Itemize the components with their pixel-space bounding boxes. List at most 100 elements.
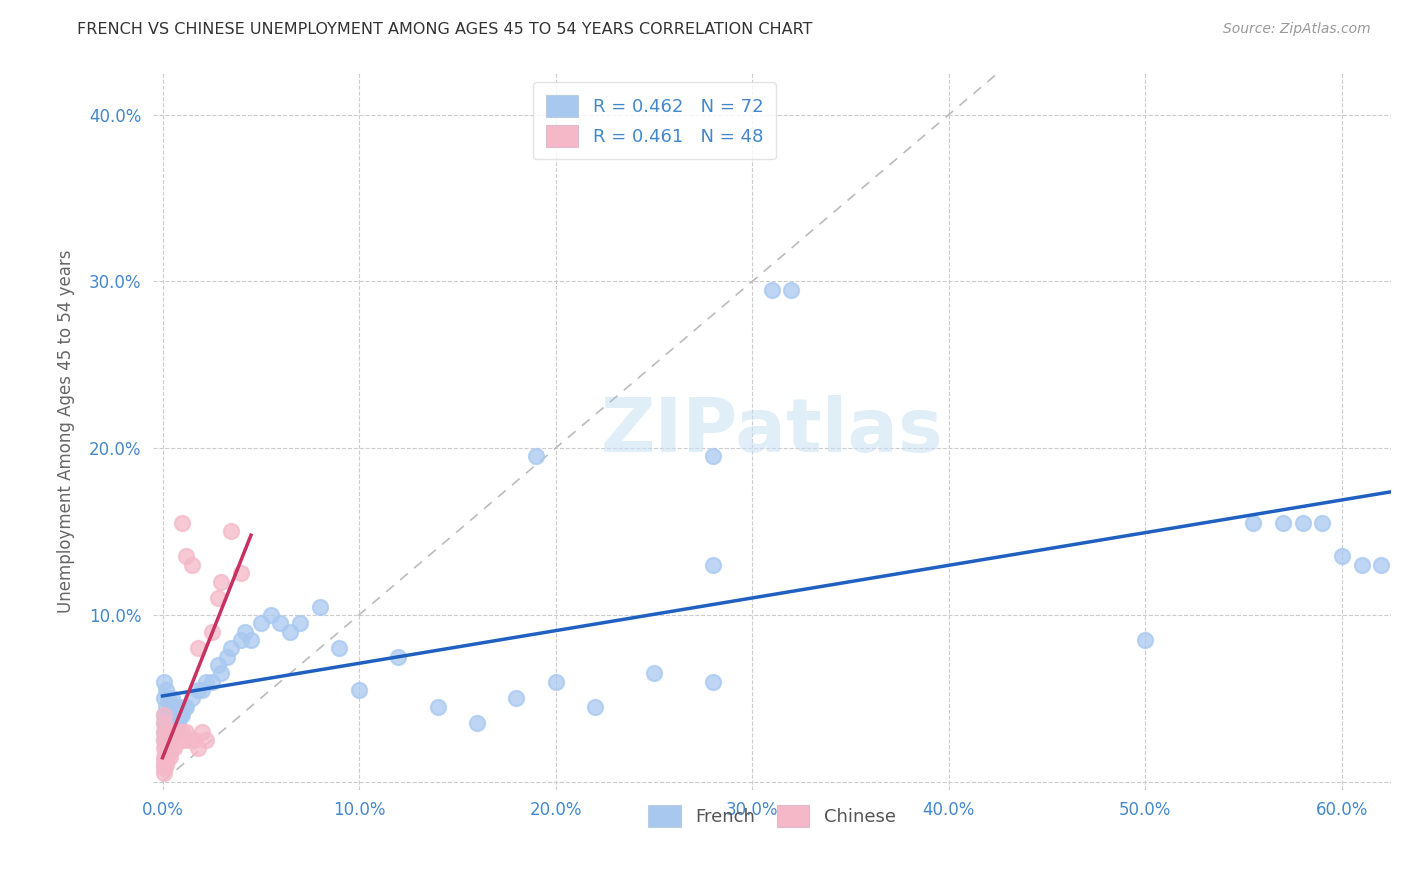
Point — [159, 716, 181, 731]
Point — [159, 732, 181, 747]
Point — [172, 707, 194, 722]
Point — [167, 716, 190, 731]
Point — [157, 691, 180, 706]
Point — [201, 674, 224, 689]
Point — [231, 632, 253, 647]
Point — [1310, 516, 1333, 530]
Point — [169, 707, 191, 722]
Point — [153, 761, 176, 775]
Point — [155, 724, 177, 739]
Point — [544, 674, 567, 689]
Point — [1330, 549, 1353, 564]
Point — [155, 758, 177, 772]
Point — [153, 674, 176, 689]
Point — [174, 724, 197, 739]
Point — [524, 450, 547, 464]
Point — [259, 607, 281, 622]
Point — [288, 616, 311, 631]
Point — [153, 749, 176, 764]
Point — [183, 732, 205, 747]
Point — [269, 616, 291, 631]
Point — [702, 450, 724, 464]
Point — [1369, 558, 1392, 572]
Point — [231, 566, 253, 581]
Point — [162, 732, 184, 747]
Point — [207, 591, 229, 606]
Point — [583, 699, 606, 714]
Point — [702, 558, 724, 572]
Point — [162, 707, 184, 722]
Point — [221, 641, 243, 656]
Point — [194, 674, 217, 689]
Point — [173, 732, 195, 747]
Point — [201, 624, 224, 639]
Point — [643, 666, 665, 681]
Point — [153, 707, 176, 722]
Point — [153, 758, 176, 772]
Point — [157, 741, 180, 756]
Point — [153, 766, 176, 780]
Point — [159, 699, 181, 714]
Point — [761, 283, 783, 297]
Point — [153, 716, 176, 731]
Point — [159, 741, 181, 756]
Point — [1241, 516, 1264, 530]
Point — [153, 691, 176, 706]
Point — [157, 741, 180, 756]
Point — [162, 741, 184, 756]
Point — [162, 691, 184, 706]
Point — [162, 724, 184, 739]
Point — [155, 732, 177, 747]
Point — [157, 724, 180, 739]
Point — [172, 516, 194, 530]
Point — [153, 755, 176, 769]
Point — [163, 707, 186, 722]
Point — [165, 724, 187, 739]
Point — [249, 616, 271, 631]
Point — [153, 732, 176, 747]
Point — [155, 682, 177, 697]
Point — [155, 741, 177, 756]
Point — [1135, 632, 1157, 647]
Point — [163, 741, 186, 756]
Point — [187, 641, 209, 656]
Point — [278, 624, 301, 639]
Point — [155, 724, 177, 739]
Point — [1271, 516, 1294, 530]
Point — [165, 724, 187, 739]
Point — [162, 724, 184, 739]
Point — [153, 732, 176, 747]
Legend: French, Chinese: French, Chinese — [641, 798, 903, 835]
Point — [233, 624, 256, 639]
Point — [187, 741, 209, 756]
Point — [221, 524, 243, 539]
Point — [169, 732, 191, 747]
Point — [153, 724, 176, 739]
Point — [167, 724, 190, 739]
Point — [173, 699, 195, 714]
Point — [181, 558, 204, 572]
Point — [426, 699, 449, 714]
Y-axis label: Unemployment Among Ages 45 to 54 years: Unemployment Among Ages 45 to 54 years — [58, 250, 75, 613]
Point — [155, 716, 177, 731]
Text: FRENCH VS CHINESE UNEMPLOYMENT AMONG AGES 45 TO 54 YEARS CORRELATION CHART: FRENCH VS CHINESE UNEMPLOYMENT AMONG AGE… — [77, 22, 813, 37]
Point — [165, 699, 187, 714]
Point — [1291, 516, 1313, 530]
Point — [1350, 558, 1372, 572]
Point — [217, 649, 239, 664]
Point — [153, 716, 176, 731]
Point — [179, 732, 201, 747]
Point — [194, 732, 217, 747]
Point — [163, 716, 186, 731]
Point — [174, 549, 197, 564]
Point — [153, 724, 176, 739]
Point — [780, 283, 803, 297]
Point — [465, 716, 488, 731]
Point — [702, 674, 724, 689]
Point — [157, 732, 180, 747]
Point — [153, 707, 176, 722]
Point — [163, 732, 186, 747]
Text: ZIPatlas: ZIPatlas — [600, 395, 943, 468]
Point — [211, 666, 233, 681]
Point — [157, 749, 180, 764]
